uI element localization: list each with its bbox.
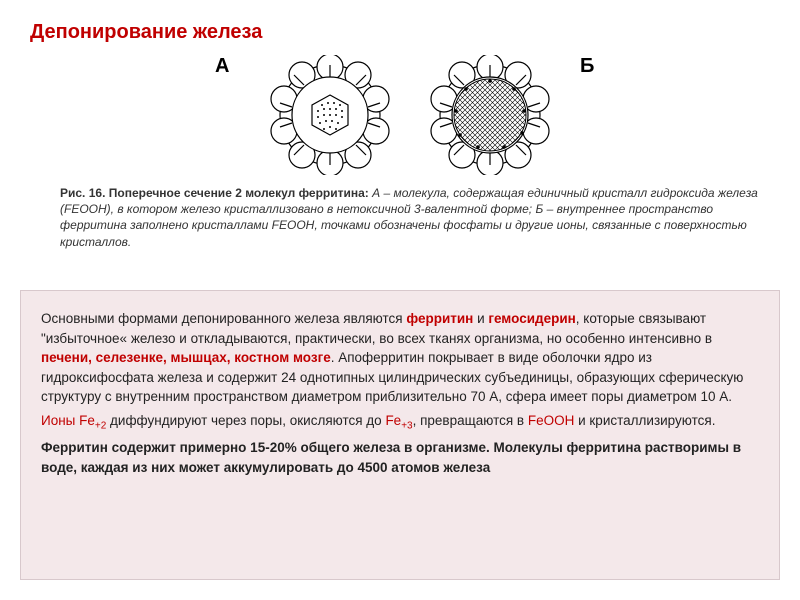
ferritin-diagram-a: [270, 55, 390, 175]
text: и кристаллизируются.: [574, 413, 715, 428]
figure-caption: Рис. 16. Поперечное сечение 2 молекул фе…: [60, 185, 760, 250]
text: , превращаются в: [413, 413, 528, 428]
text: Основными формами депонированного железа…: [41, 311, 406, 326]
term-ferritin: ферритин: [406, 311, 473, 326]
paragraph-1: Основными формами депонированного железа…: [41, 309, 759, 407]
figure-label-a: А: [215, 55, 229, 78]
paragraph-2: Ионы Fе+2 диффундируют через поры, окисл…: [41, 411, 759, 434]
caption-lead: Рис. 16. Поперечное сечение 2 молекул фе…: [60, 186, 369, 200]
charge-2: +2: [95, 421, 106, 432]
figure-label-b: Б: [580, 55, 594, 78]
term-organs: печени, селезенке, мышцах, костном мозге: [41, 350, 331, 365]
content-box: Основными формами депонированного железа…: [20, 290, 780, 580]
paragraph-3: Ферритин содержит примерно 15-20% общего…: [41, 438, 759, 477]
page-title: Депонирование железа: [30, 20, 262, 45]
ferritin-diagram-b: [430, 55, 550, 175]
text: и: [473, 311, 488, 326]
term-fe3: Fе: [385, 413, 401, 428]
term-ions: Ионы Fе: [41, 413, 95, 428]
text: диффундируют через поры, окисляются до: [106, 413, 385, 428]
term-hemosiderin: гемосидерин: [488, 311, 575, 326]
charge-3: +3: [401, 421, 412, 432]
term-feooh: FеOOH: [528, 413, 575, 428]
